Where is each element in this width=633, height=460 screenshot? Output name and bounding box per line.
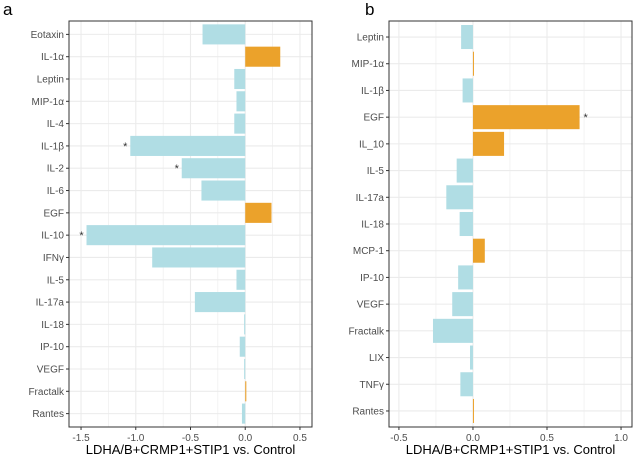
y-tick-label: VEGF <box>357 300 384 311</box>
y-tick-label: IL-5 <box>367 166 385 177</box>
y-tick-label: Fractalk <box>348 326 385 337</box>
y-tick-label: MIP-1α <box>32 97 65 108</box>
y-tick-label: VEGF <box>37 365 64 376</box>
y-tick-label: IP-10 <box>40 342 64 353</box>
y-tick-label: LIX <box>369 353 384 364</box>
y-tick-label: IL-18 <box>361 220 384 231</box>
x-tick-label: 0.5 <box>540 433 554 444</box>
panel-border <box>388 20 633 428</box>
y-tick-label: IP-10 <box>360 273 384 284</box>
bar-IL-4 <box>234 113 246 134</box>
bar-LIX <box>470 345 473 370</box>
panel-b: b -0.5 0.0 0.5 1.0 Leptin MIP-1α IL-1β * EGF IL_10… <box>348 0 633 457</box>
bar-Eotaxin <box>202 24 246 45</box>
bar-IL-2 <box>181 158 246 179</box>
panel-label: a <box>3 0 13 19</box>
x-axis-title: LDHA/B+CRMP1+STIP1 vs. Control <box>86 442 296 457</box>
bar-IL-5 <box>236 269 246 290</box>
x-axis-title: LDHA/B+CRMP1+STIP1 vs. Control <box>406 442 616 457</box>
bar-IL-5 <box>456 158 473 183</box>
y-tick-label: IL-17a <box>36 298 65 309</box>
y-tick-label: MCP-1 <box>353 246 385 257</box>
y-tick-label: Rantes <box>32 409 64 420</box>
bar-IL-1β <box>462 78 473 103</box>
bar-IL-1α <box>245 46 281 67</box>
bar-IL-6 <box>201 180 246 201</box>
bar-IP-10 <box>239 336 246 357</box>
y-tick-label: Leptin <box>357 33 384 44</box>
bar-IL_10 <box>472 131 505 156</box>
bar-TNFγ <box>460 372 473 397</box>
significance-marker: * <box>175 163 180 175</box>
y-tick-label: IL-1β <box>41 141 64 152</box>
y-tick-label: IL_10 <box>359 139 384 150</box>
bar-IL-17a <box>194 292 246 313</box>
y-tick-label: Rantes <box>352 406 384 417</box>
y-tick-label: IFNγ <box>43 253 64 264</box>
bar-IFNγ <box>152 247 246 268</box>
bar-IL-17a <box>446 185 473 210</box>
x-tick-label: -0.5 <box>182 433 200 444</box>
y-tick-label: EGF <box>43 208 64 219</box>
bar-IP-10 <box>458 265 473 290</box>
bar-IL-18 <box>244 314 246 335</box>
panel-border <box>68 20 313 428</box>
significance-marker: * <box>583 112 588 124</box>
y-tick-label: IL-4 <box>47 119 65 130</box>
x-tick-label: 0.0 <box>466 433 480 444</box>
bar-EGF <box>245 202 272 223</box>
y-tick-label: IL-6 <box>47 186 65 197</box>
y-tick-label: IL-1β <box>361 86 384 97</box>
y-tick-label: IL-10 <box>41 231 64 242</box>
significance-marker: * <box>123 141 128 153</box>
y-tick-label: TNFγ <box>360 380 384 391</box>
x-tick-label: -1.0 <box>127 433 145 444</box>
panel-a: a -1.5 -1.0 -0.5 0.0 0.5 Eotaxin IL-1α Leptin MIP… <box>3 0 313 457</box>
bar-IL-1β <box>130 135 246 156</box>
bar-VEGF <box>244 358 246 380</box>
y-tick-label: IL-18 <box>41 320 64 331</box>
y-tick-label: EGF <box>363 113 384 124</box>
y-tick-label: Leptin <box>37 75 64 86</box>
bar-Leptin <box>234 68 246 90</box>
y-tick-label: IL-5 <box>47 275 65 286</box>
y-tick-label: IL-2 <box>47 164 65 175</box>
bar-Rantes <box>241 403 246 424</box>
x-tick-label: 1.0 <box>614 433 628 444</box>
bar-IL-10 <box>86 225 246 246</box>
y-tick-label: Fractalk <box>28 387 65 398</box>
bar-VEGF <box>452 292 473 317</box>
x-tick-label: -1.5 <box>72 433 90 444</box>
bar-MIP-1α <box>472 51 474 76</box>
bar-Fractalk <box>245 381 247 402</box>
x-tick-label: 0.0 <box>238 433 252 444</box>
bar-MCP-1 <box>472 238 485 263</box>
significance-marker: * <box>79 230 84 242</box>
panel-label: b <box>365 0 374 19</box>
y-tick-label: MIP-1α <box>352 59 385 70</box>
bar-IL-18 <box>459 211 473 237</box>
bar-MIP-1α <box>236 91 246 112</box>
x-tick-label: -0.5 <box>390 433 408 444</box>
x-tick-label: 0.5 <box>293 433 307 444</box>
y-tick-label: IL-17a <box>356 193 385 204</box>
bar-Leptin <box>461 25 473 50</box>
y-tick-label: IL-1α <box>41 52 64 63</box>
bar-Rantes <box>472 398 474 423</box>
y-tick-label: Eotaxin <box>31 30 64 41</box>
bar-EGF <box>472 105 580 130</box>
bar-Fractalk <box>432 318 473 343</box>
